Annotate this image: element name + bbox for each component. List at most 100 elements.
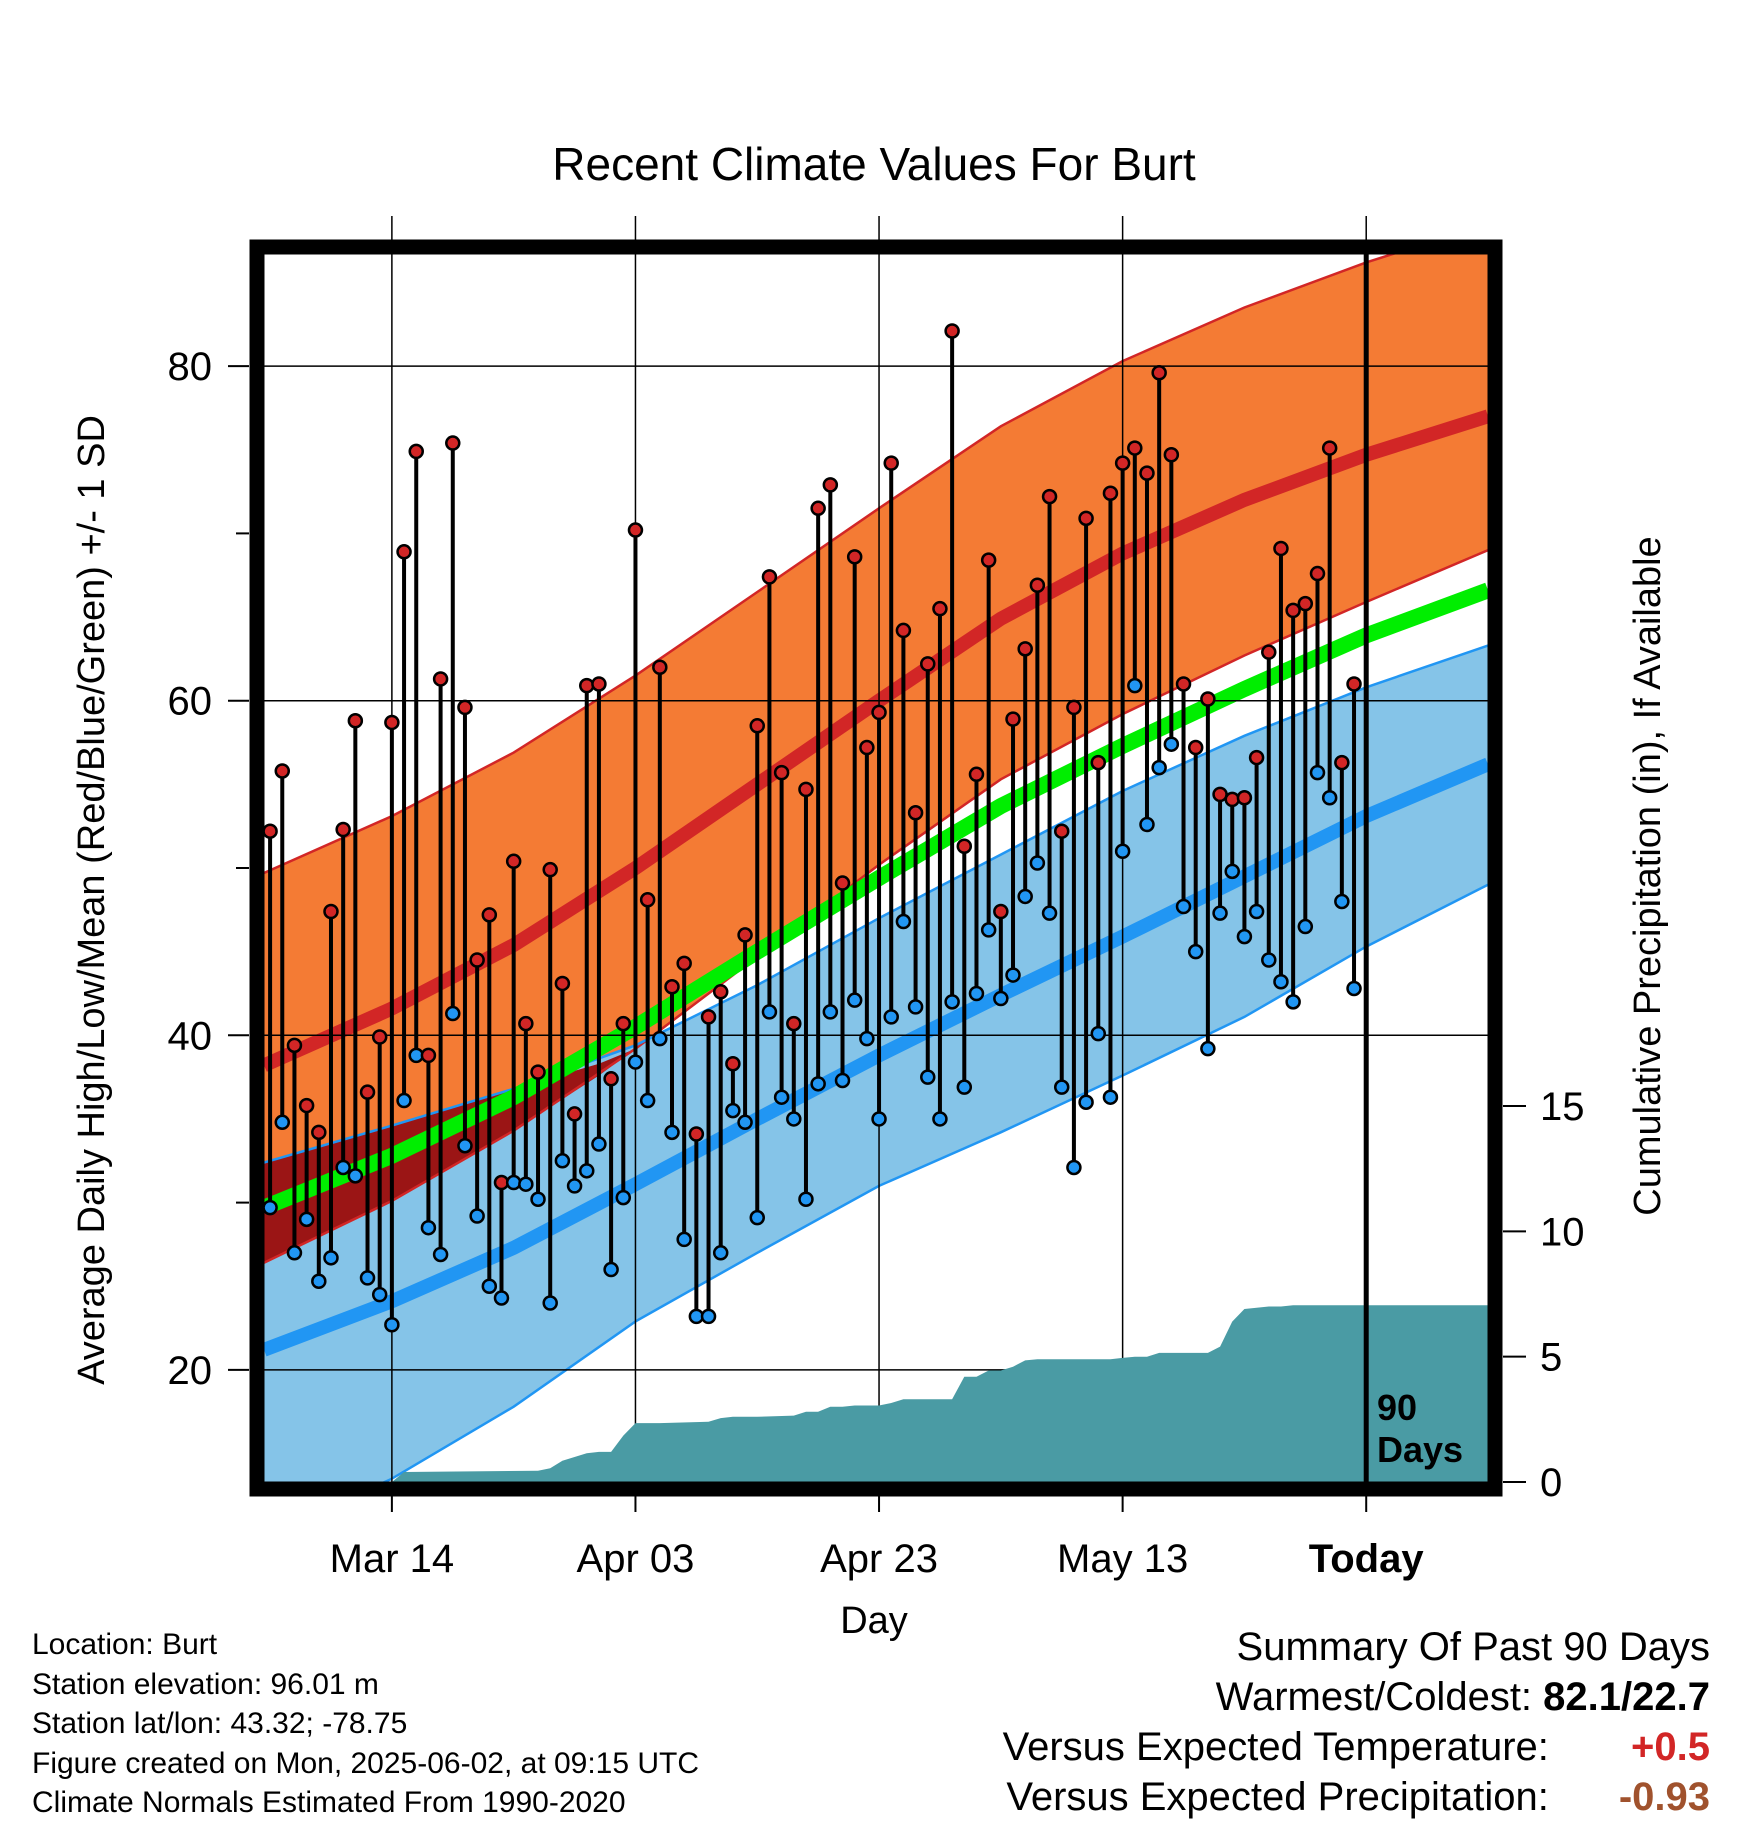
warm-cold-label: Warmest/Coldest: <box>1215 1675 1533 1719</box>
high-point-35 <box>688 1126 705 1142</box>
low-point-67 <box>1078 1094 1094 1110</box>
low-point-85 <box>1297 918 1314 935</box>
high-point-13 <box>420 1047 437 1064</box>
high-point-28 <box>603 1071 619 1087</box>
daily-points <box>262 323 1362 1333</box>
high-point-9 <box>371 1029 388 1045</box>
high-point-47 <box>834 875 851 891</box>
high-point-86 <box>1309 565 1326 582</box>
high-point-73 <box>1151 365 1167 381</box>
summary-warm-cold: Warmest/Coldest: 82.1/22.7 <box>1003 1672 1710 1722</box>
chart-title: Recent Climate Values For Burt <box>552 138 1196 190</box>
low-point-22 <box>530 1191 546 1208</box>
low-point-47 <box>834 1072 851 1089</box>
low-point-58 <box>968 985 985 1002</box>
low-point-4 <box>311 1273 327 1289</box>
high-point-84 <box>1285 602 1301 619</box>
high-point-38 <box>725 1055 741 1072</box>
low-point-26 <box>578 1163 595 1179</box>
y-tick-label-40: 40 <box>168 1014 213 1058</box>
high-point-53 <box>907 805 924 821</box>
low-point-23 <box>542 1295 558 1311</box>
high-point-66 <box>1066 699 1082 716</box>
days-marker-label-2: Days <box>1377 1429 1463 1470</box>
high-point-5 <box>323 903 339 920</box>
low-point-76 <box>1187 943 1204 960</box>
low-point-60 <box>993 990 1009 1007</box>
low-point-83 <box>1273 974 1289 990</box>
low-point-61 <box>1005 967 1021 983</box>
low-point-45 <box>810 1076 826 1092</box>
summary-panel: Summary Of Past 90 Days Warmest/Coldest:… <box>1003 1622 1710 1822</box>
high-point-62 <box>1017 641 1033 657</box>
high-point-43 <box>786 1015 802 1032</box>
low-point-9 <box>371 1286 388 1303</box>
low-point-64 <box>1041 905 1058 921</box>
low-point-79 <box>1224 863 1240 880</box>
low-point-15 <box>445 1005 461 1022</box>
high-point-22 <box>530 1064 546 1080</box>
y2-tick-label-15: 15 <box>1540 1085 1585 1129</box>
low-point-52 <box>895 913 912 930</box>
low-point-41 <box>761 1004 778 1020</box>
low-point-62 <box>1017 888 1033 905</box>
low-point-75 <box>1175 898 1192 915</box>
low-point-20 <box>505 1174 522 1191</box>
low-point-7 <box>347 1168 364 1184</box>
high-point-3 <box>298 1097 315 1114</box>
high-point-61 <box>1005 711 1021 727</box>
y-tick-label-20: 20 <box>168 1349 213 1393</box>
low-point-28 <box>603 1261 619 1278</box>
high-point-69 <box>1102 485 1119 501</box>
high-point-88 <box>1334 754 1350 771</box>
high-point-40 <box>749 718 766 734</box>
high-point-44 <box>798 781 814 798</box>
precip-value: -0.93 <box>1618 1775 1710 1819</box>
low-point-11 <box>396 1092 412 1109</box>
high-point-59 <box>980 552 997 568</box>
high-point-68 <box>1090 754 1107 771</box>
low-point-73 <box>1151 759 1167 776</box>
low-point-16 <box>457 1137 473 1154</box>
precip-label: Versus Expected Precipitation: <box>1006 1775 1549 1819</box>
high-point-15 <box>445 435 461 451</box>
low-point-2 <box>286 1245 303 1261</box>
low-point-70 <box>1114 843 1131 860</box>
low-point-50 <box>871 1111 887 1127</box>
low-point-55 <box>932 1111 948 1127</box>
high-point-75 <box>1175 676 1192 692</box>
low-point-27 <box>591 1136 607 1152</box>
low-point-56 <box>944 994 960 1010</box>
low-point-86 <box>1309 764 1326 781</box>
y-tick-label-80: 80 <box>168 345 213 389</box>
low-point-33 <box>664 1124 680 1141</box>
low-point-49 <box>859 1030 875 1047</box>
low-point-59 <box>980 922 997 938</box>
low-point-24 <box>554 1153 571 1169</box>
high-point-24 <box>554 975 571 992</box>
high-point-65 <box>1053 823 1070 839</box>
low-point-84 <box>1285 994 1301 1010</box>
y-tick-label-60: 60 <box>168 680 213 724</box>
low-point-6 <box>335 1159 351 1176</box>
low-point-38 <box>725 1102 741 1119</box>
low-point-78 <box>1212 905 1228 921</box>
high-point-57 <box>956 838 973 855</box>
low-point-14 <box>432 1246 449 1263</box>
high-point-4 <box>311 1124 327 1141</box>
high-point-83 <box>1273 540 1289 557</box>
low-point-18 <box>481 1278 498 1295</box>
high-point-77 <box>1200 691 1216 707</box>
high-point-67 <box>1078 510 1094 527</box>
low-point-81 <box>1248 903 1265 920</box>
high-point-18 <box>481 907 498 923</box>
x-axis-label: Day <box>840 1600 908 1642</box>
low-point-87 <box>1321 789 1338 806</box>
low-point-74 <box>1163 736 1180 752</box>
x-tick-label-0: Mar 14 <box>330 1537 455 1581</box>
high-point-80 <box>1236 789 1253 806</box>
info-elevation: Station elevation: 96.01 m <box>32 1667 379 1701</box>
high-point-52 <box>895 622 912 639</box>
high-point-72 <box>1139 465 1155 481</box>
low-point-72 <box>1139 816 1155 833</box>
